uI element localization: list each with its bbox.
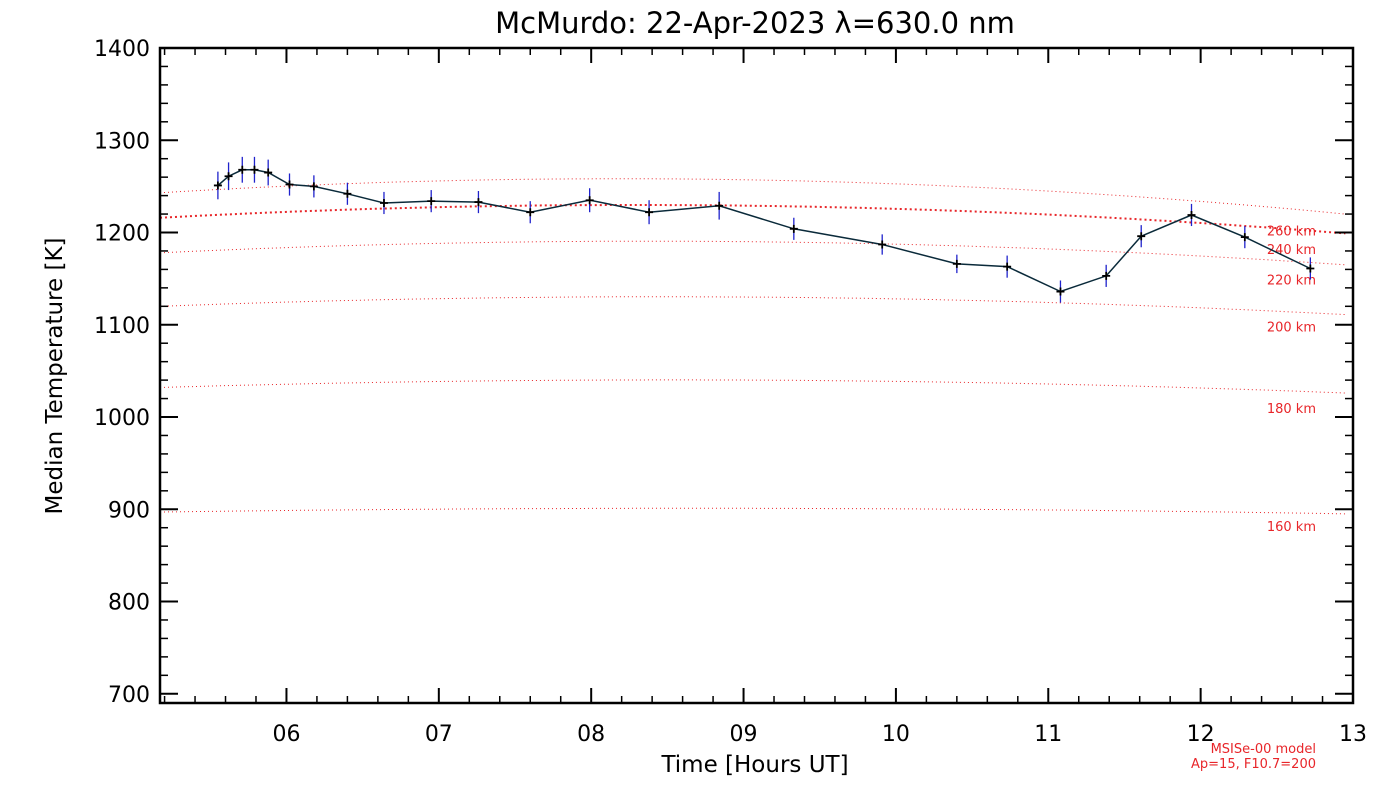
model-curve-label: 260 km [1267,225,1316,240]
data-point [285,180,294,189]
model-curve [159,379,1346,394]
series-line [217,169,1311,293]
data-point [1056,287,1065,296]
model-note-line2: Ap=15, F10.7=200 [1191,757,1316,772]
data-point [264,168,273,177]
y-tick-label: 1200 [94,222,150,247]
data-point [1003,262,1012,271]
y-axis-label: Median Temperature [K] [42,238,68,515]
x-tick-label: 09 [730,722,758,747]
model-curve [159,296,1346,316]
model-curve-label: 200 km [1267,321,1316,336]
data-point [474,198,483,207]
data-series [213,156,1315,303]
data-point [1137,232,1146,241]
data-point [585,196,594,205]
model-curve-label: 220 km [1267,274,1316,289]
x-tick-label: 10 [882,722,910,747]
data-point [238,165,247,174]
data-point [379,198,388,207]
x-axis-label: Time [Hours UT] [660,752,848,778]
model-curve-label: 180 km [1267,402,1316,417]
data-point [645,208,654,217]
data-point [1187,210,1196,219]
data-point [1306,264,1315,273]
data-point [309,182,318,191]
data-point [224,172,233,181]
y-tick-label: 1400 [94,37,150,62]
model-curve [159,240,1346,266]
x-tick-label: 13 [1339,722,1367,747]
data-point [789,224,798,233]
y-tick-label: 1300 [94,129,150,154]
data-point [1102,271,1111,280]
y-tick-label: 900 [108,498,150,523]
model-note-line1: MSISe-00 model [1211,742,1316,757]
data-point [213,181,222,190]
x-tick-label: 07 [425,722,453,747]
y-tick-label: 1000 [94,406,150,431]
y-tick-label: 700 [108,683,150,708]
data-point [952,259,961,268]
data-point [250,165,259,174]
plot-frame [158,46,1355,705]
y-tick-label: 800 [108,591,150,616]
model-curve-label: 160 km [1267,520,1316,535]
x-tick-label: 11 [1034,722,1062,747]
x-tick-label: 08 [577,722,605,747]
model-curve [159,204,1346,235]
data-point [427,197,436,206]
y-tick-label: 1100 [94,314,150,339]
x-tick-label: 12 [1187,722,1215,747]
data-point [526,208,535,217]
x-tick-label: 06 [272,722,300,747]
axis-ticks: 06 07 08 09 10 11 12 13 700 800 900 1000 1100 1200 130… [94,37,1367,747]
chart-title: McMurdo: 22-Apr-2023 λ=630.0 nm [495,6,1015,40]
data-point [715,201,724,210]
model-curve [159,178,1346,215]
data-point [1240,233,1249,242]
data-point [878,240,887,249]
data-point [343,189,352,198]
model-curve [159,507,1346,515]
